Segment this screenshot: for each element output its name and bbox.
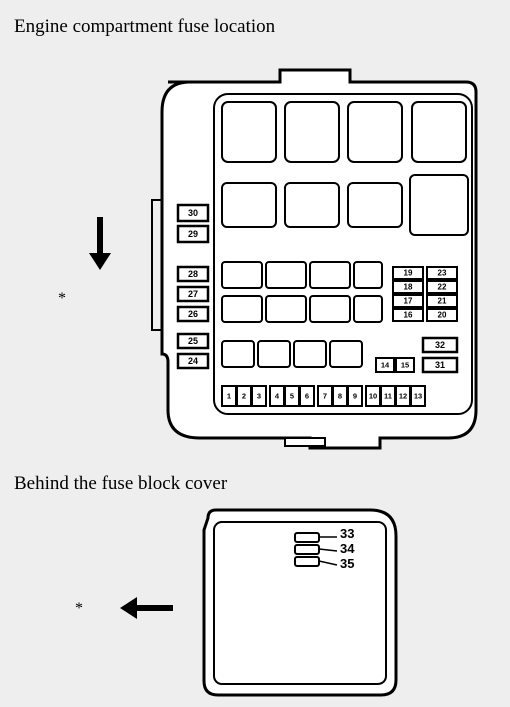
cover-fuse-label-33: 33 — [340, 526, 354, 541]
cover-fuse-label-35: 35 — [340, 556, 354, 571]
fuse-block-cover-diagram: 333435 — [0, 0, 510, 707]
cover-fuse-label-34: 34 — [340, 541, 355, 556]
